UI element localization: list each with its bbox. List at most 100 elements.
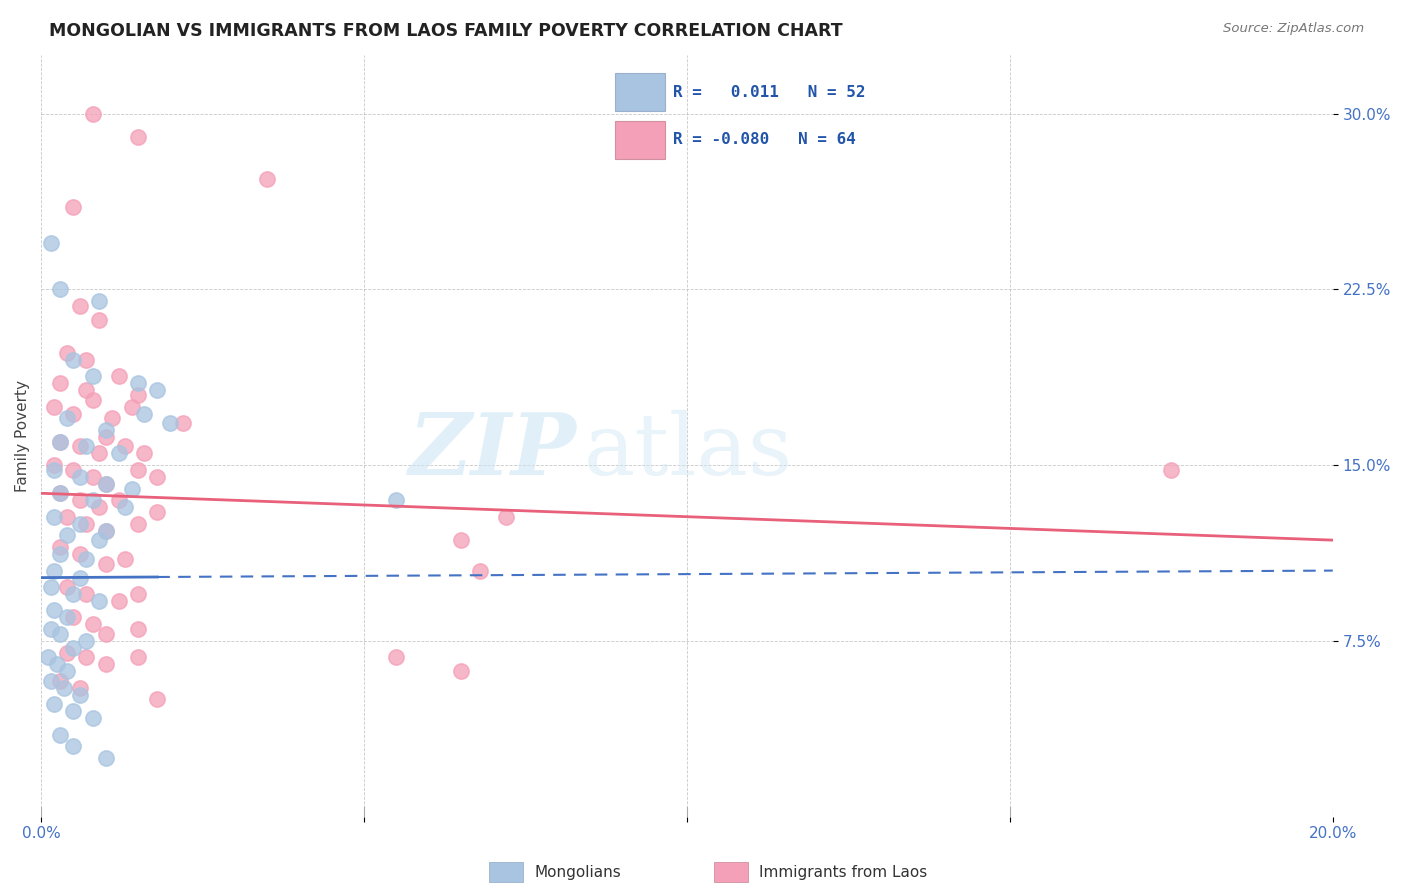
Point	[127, 388, 149, 402]
Point	[127, 463, 149, 477]
Point	[146, 470, 169, 484]
Point	[146, 383, 169, 397]
Point	[82, 106, 104, 120]
Point	[127, 376, 149, 391]
Point	[470, 564, 492, 578]
Point	[69, 547, 91, 561]
Point	[56, 580, 79, 594]
Point	[75, 352, 97, 367]
Point	[127, 130, 149, 145]
Point	[56, 665, 79, 679]
Point	[75, 383, 97, 397]
Point	[94, 423, 117, 437]
Point	[49, 434, 72, 449]
Point	[94, 627, 117, 641]
Point	[42, 603, 65, 617]
Point	[56, 646, 79, 660]
Point	[52, 681, 75, 695]
Point	[134, 407, 156, 421]
Text: Immigrants from Laos: Immigrants from Laos	[759, 865, 928, 880]
Point	[134, 446, 156, 460]
Point	[75, 516, 97, 531]
Point	[82, 392, 104, 407]
Point	[89, 594, 111, 608]
Point	[94, 430, 117, 444]
Point	[107, 493, 129, 508]
Point	[495, 509, 517, 524]
Point	[89, 533, 111, 548]
Point	[121, 482, 143, 496]
Point	[75, 552, 97, 566]
Point	[56, 411, 79, 425]
Point	[94, 751, 117, 765]
Point	[89, 313, 111, 327]
Point	[450, 665, 472, 679]
Point	[385, 493, 408, 508]
Point	[146, 505, 169, 519]
Point	[39, 235, 62, 250]
Point	[159, 416, 181, 430]
Point	[46, 657, 69, 672]
Point	[62, 587, 84, 601]
Point	[69, 299, 91, 313]
Point	[94, 524, 117, 538]
Point	[39, 622, 62, 636]
Point	[49, 486, 72, 500]
Point	[69, 681, 91, 695]
Point	[42, 400, 65, 414]
Y-axis label: Family Poverty: Family Poverty	[15, 380, 30, 491]
Point	[69, 571, 91, 585]
Point	[94, 476, 117, 491]
Point	[39, 580, 62, 594]
Point	[62, 640, 84, 655]
Point	[82, 369, 104, 384]
Point	[42, 697, 65, 711]
Point	[49, 627, 72, 641]
Point	[49, 728, 72, 742]
Text: atlas: atlas	[583, 409, 793, 492]
Point	[49, 673, 72, 688]
Point	[1160, 463, 1182, 477]
Point	[172, 416, 194, 430]
Point	[89, 446, 111, 460]
Point	[82, 470, 104, 484]
Point	[62, 201, 84, 215]
Point	[56, 610, 79, 624]
Text: Mongolians: Mongolians	[534, 865, 621, 880]
Point	[75, 439, 97, 453]
Point	[56, 528, 79, 542]
Point	[107, 369, 129, 384]
Point	[49, 547, 72, 561]
Point	[42, 564, 65, 578]
Point	[49, 434, 72, 449]
Point	[82, 711, 104, 725]
Point	[94, 476, 117, 491]
Point	[62, 704, 84, 718]
Point	[127, 587, 149, 601]
Point	[82, 617, 104, 632]
Point	[114, 552, 136, 566]
Point	[101, 411, 124, 425]
Point	[82, 493, 104, 508]
Point	[89, 500, 111, 515]
Point	[127, 622, 149, 636]
Point	[75, 587, 97, 601]
Point	[94, 657, 117, 672]
Point	[75, 633, 97, 648]
Point	[94, 524, 117, 538]
Text: Source: ZipAtlas.com: Source: ZipAtlas.com	[1223, 22, 1364, 36]
FancyBboxPatch shape	[489, 863, 523, 882]
Point	[56, 509, 79, 524]
Point	[127, 650, 149, 665]
Point	[107, 446, 129, 460]
Point	[69, 439, 91, 453]
Point	[146, 692, 169, 706]
Point	[69, 470, 91, 484]
Point	[39, 673, 62, 688]
Point	[127, 516, 149, 531]
Point	[49, 376, 72, 391]
Point	[62, 463, 84, 477]
Point	[62, 407, 84, 421]
Point	[49, 486, 72, 500]
Point	[56, 345, 79, 359]
